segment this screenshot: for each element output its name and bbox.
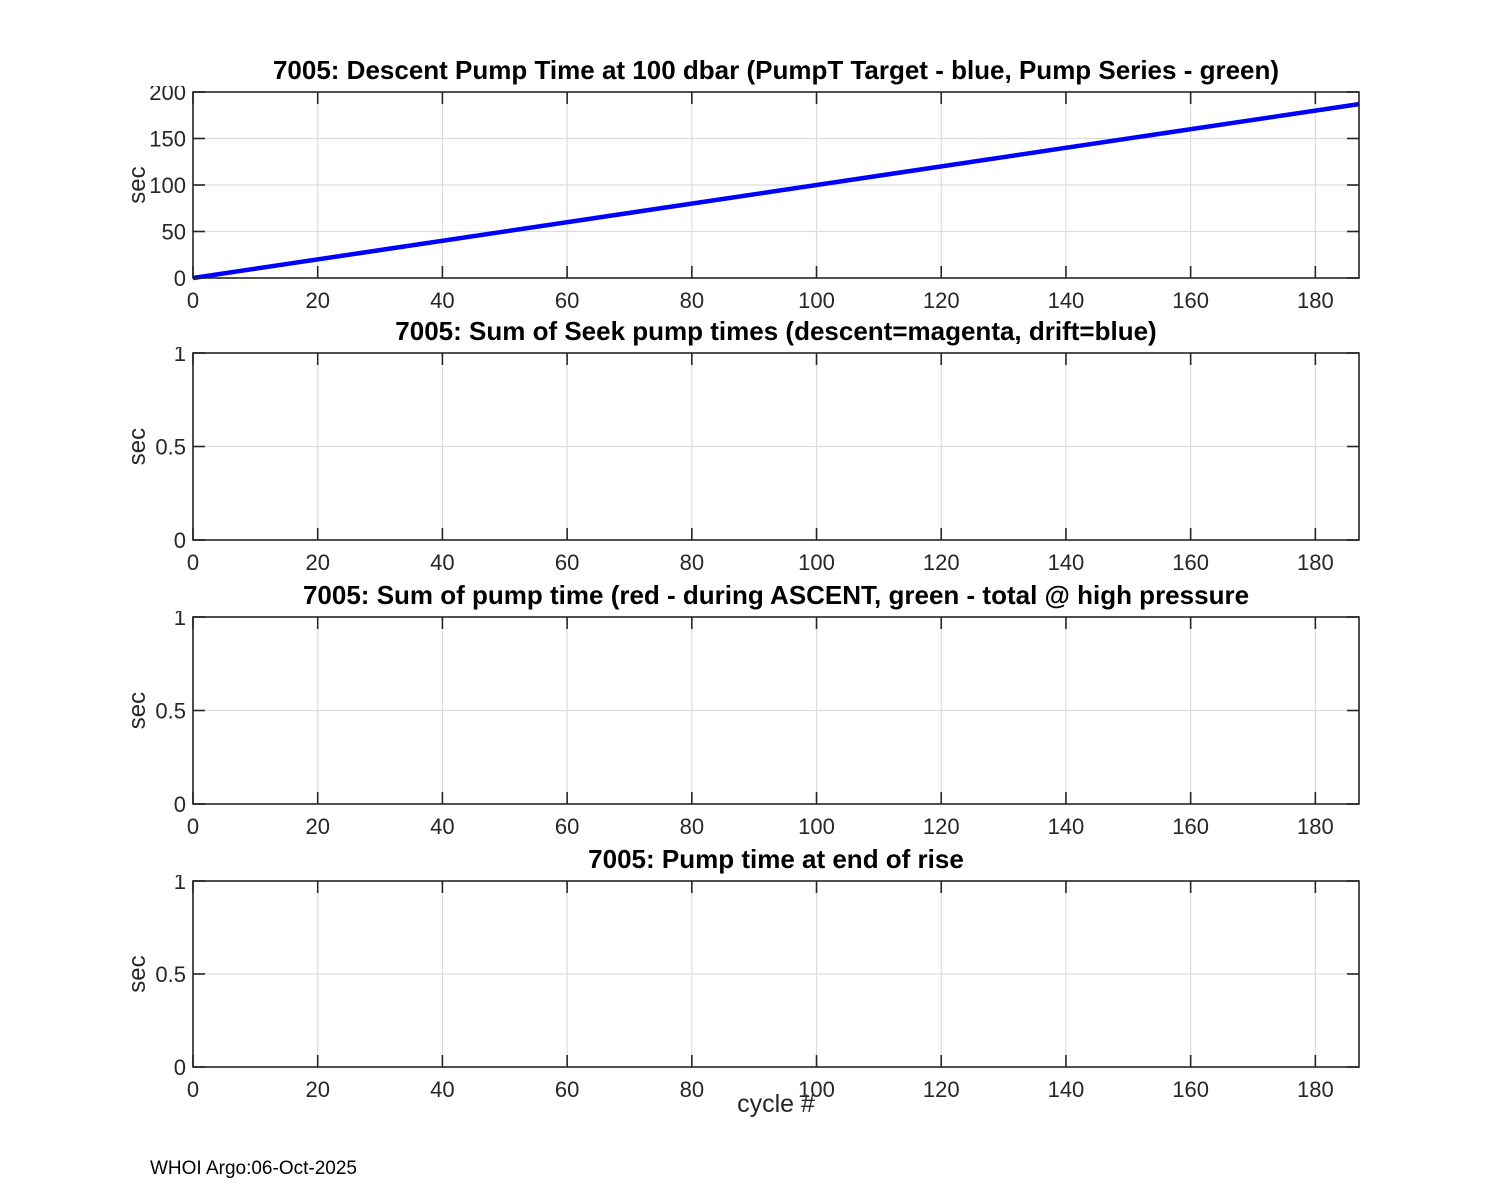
x-tick-label: 120 <box>923 1077 960 1102</box>
y-axis-label: sec <box>124 166 151 203</box>
x-tick-label: 60 <box>555 288 579 313</box>
x-tick-label: 100 <box>798 288 835 313</box>
y-tick-label: 0 <box>174 792 186 817</box>
subplot-2-title: 7005: Sum of Seek pump times (descent=ma… <box>395 316 1157 346</box>
x-tick-label: 80 <box>680 1077 704 1102</box>
footer-text: WHOI Argo:06-Oct-2025 <box>150 1158 357 1179</box>
y-tick-label: 1 <box>174 347 186 366</box>
x-tick-label: 20 <box>305 288 329 313</box>
y-axis-label: sec <box>124 428 151 465</box>
x-tick-label: 160 <box>1172 814 1209 839</box>
x-tick-label: 80 <box>680 550 704 575</box>
x-tick-label: 100 <box>798 814 835 839</box>
x-tick-label: 100 <box>798 550 835 575</box>
y-tick-label: 0.5 <box>155 435 186 460</box>
subplot-4-plot-area: 0 20 40 60 80 100 120 140 160 180 0 0.5 1 sec <box>124 875 1360 1102</box>
x-tick-label: 120 <box>923 288 960 313</box>
y-axis-label: sec <box>124 955 151 992</box>
x-axis-label: cycle # <box>737 1090 815 1118</box>
subplot-1-title: 7005: Descent Pump Time at 100 dbar (Pum… <box>272 55 1280 85</box>
x-tick-label: 0 <box>187 814 199 839</box>
x-tick-label: 140 <box>1048 288 1085 313</box>
x-tick-label: 80 <box>680 288 704 313</box>
x-tick-label: 180 <box>1297 814 1334 839</box>
x-tick-label: 40 <box>430 1077 454 1102</box>
y-tick-label: 150 <box>149 127 186 152</box>
x-tick-label: 0 <box>187 1077 199 1102</box>
subplot-3-title: 7005: Sum of pump time (red - during ASC… <box>302 580 1250 610</box>
x-tick-label: 140 <box>1048 1077 1085 1102</box>
y-tick-label: 50 <box>162 220 186 245</box>
y-tick-label: 0 <box>174 1055 186 1080</box>
x-tick-label: 80 <box>680 814 704 839</box>
subplot-1-plot-area: 0 20 40 60 80 100 120 140 160 180 0 50 100 150 200 sec <box>124 86 1360 313</box>
y-axis-label: sec <box>124 692 151 729</box>
x-tick-label: 40 <box>430 288 454 313</box>
y-tick-label: 200 <box>149 86 186 105</box>
series-line <box>192 101 1360 281</box>
x-tick-label: 140 <box>1048 550 1085 575</box>
x-tick-label: 140 <box>1048 814 1085 839</box>
x-tick-label: 0 <box>187 550 199 575</box>
x-tick-label: 120 <box>923 814 960 839</box>
y-tick-label: 0.5 <box>155 962 186 987</box>
x-tick-label: 160 <box>1172 288 1209 313</box>
y-tick-label: 1 <box>174 875 186 894</box>
x-tick-label: 180 <box>1297 550 1334 575</box>
subplot-2-plot-area: 0 20 40 60 80 100 120 140 160 180 0 0.5 1 sec <box>124 347 1360 575</box>
y-tick-label: 0.5 <box>155 699 186 724</box>
x-tick-label: 160 <box>1172 550 1209 575</box>
y-tick-label: 100 <box>149 173 186 198</box>
x-tick-label: 100 <box>798 1077 835 1102</box>
x-tick-label: 40 <box>430 550 454 575</box>
subplot-4-title: 7005: Pump time at end of rise <box>588 844 964 874</box>
x-tick-label: 60 <box>555 814 579 839</box>
y-tick-label: 1 <box>174 611 186 630</box>
x-tick-label: 120 <box>923 550 960 575</box>
x-tick-label: 60 <box>555 1077 579 1102</box>
x-tick-label: 180 <box>1297 1077 1334 1102</box>
x-tick-label: 20 <box>305 550 329 575</box>
x-tick-label: 0 <box>187 288 199 313</box>
x-tick-label: 60 <box>555 550 579 575</box>
y-tick-label: 0 <box>174 266 186 291</box>
x-tick-label: 20 <box>305 814 329 839</box>
x-tick-label: 160 <box>1172 1077 1209 1102</box>
x-tick-label: 180 <box>1297 288 1334 313</box>
y-tick-label: 0 <box>174 528 186 553</box>
x-tick-label: 20 <box>305 1077 329 1102</box>
x-tick-label: 40 <box>430 814 454 839</box>
subplot-3-plot-area: 0 20 40 60 80 100 120 140 160 180 0 0.5 1 sec <box>124 611 1360 839</box>
